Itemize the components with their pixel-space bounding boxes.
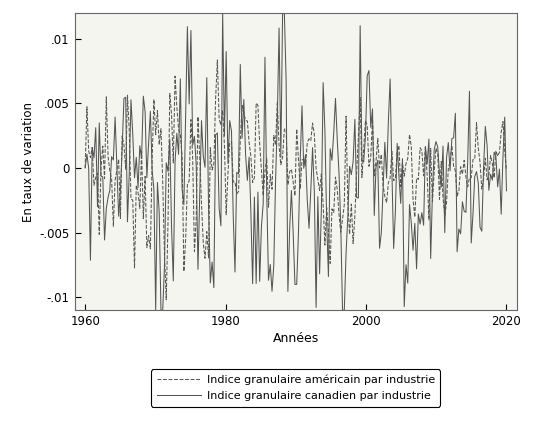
Indice granulaire américain par industrie	[214, 57, 221, 62]
Indice granulaire américain par industrie	[82, 165, 88, 170]
Line: Indice granulaire américain par industrie: Indice granulaire américain par industri…	[85, 60, 506, 300]
Indice granulaire américain par industrie	[163, 297, 169, 302]
Line: Indice granulaire canadien par industrie: Indice granulaire canadien par industrie	[85, 13, 506, 310]
Indice granulaire américain par industrie	[228, 139, 235, 144]
Indice granulaire canadien par industrie	[149, 167, 155, 173]
Indice granulaire américain par industrie	[149, 157, 155, 162]
Legend: Indice granulaire américain par industrie, Indice granulaire canadien par indust: Indice granulaire américain par industri…	[151, 369, 440, 407]
Indice granulaire canadien par industrie	[477, 225, 483, 230]
Indice granulaire américain par industrie	[503, 168, 510, 173]
Indice granulaire canadien par industrie	[503, 188, 510, 193]
Indice granulaire américain par industrie	[100, 144, 106, 149]
Indice granulaire canadien par industrie	[152, 308, 159, 313]
Indice granulaire canadien par industrie	[228, 128, 235, 133]
X-axis label: Années: Années	[273, 332, 319, 345]
Indice granulaire canadien par industrie	[82, 165, 88, 170]
Indice granulaire canadien par industrie	[364, 73, 370, 78]
Indice granulaire américain par industrie	[110, 224, 117, 229]
Indice granulaire américain par industrie	[364, 123, 370, 128]
Indice granulaire américain par industrie	[477, 160, 483, 165]
Y-axis label: En taux de variation: En taux de variation	[22, 102, 35, 221]
Indice granulaire canadien par industrie	[220, 10, 226, 15]
Indice granulaire canadien par industrie	[100, 174, 106, 179]
Indice granulaire canadien par industrie	[110, 157, 117, 162]
